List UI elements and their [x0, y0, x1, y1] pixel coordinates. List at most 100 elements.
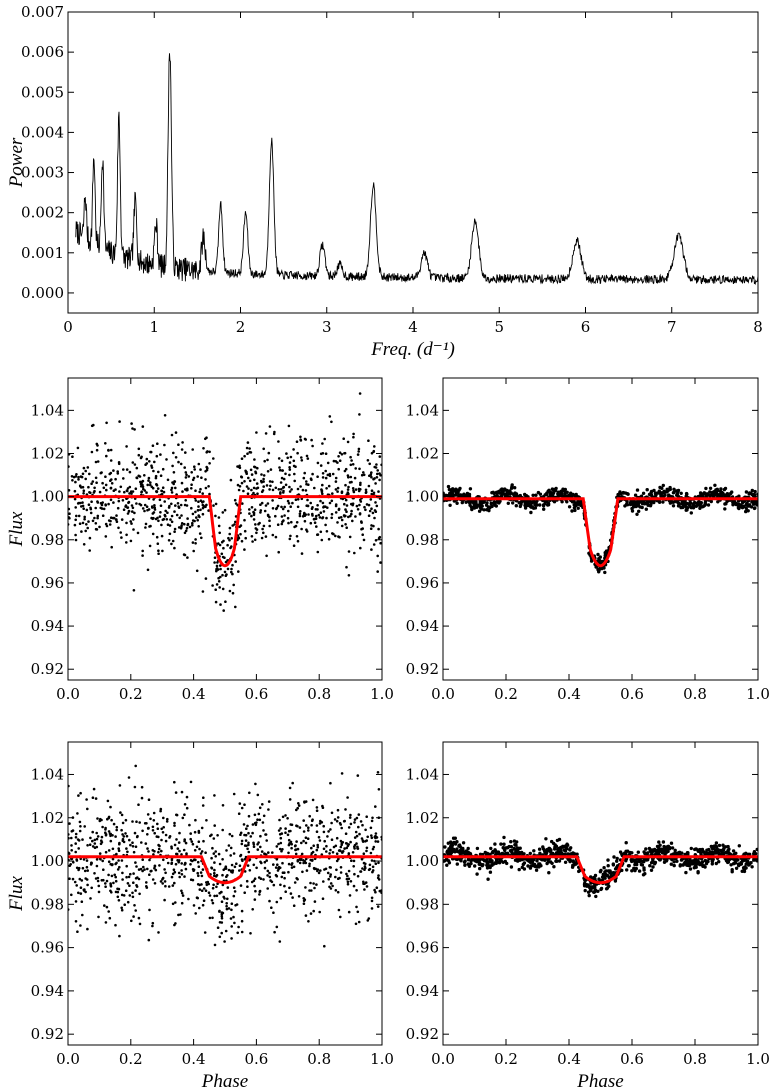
flux-point	[316, 868, 320, 871]
flux-point	[344, 508, 347, 511]
flux-point	[281, 520, 284, 524]
flux-point	[93, 516, 96, 520]
flux-point	[634, 866, 638, 871]
flux-point	[577, 500, 581, 504]
flux-point	[717, 851, 721, 856]
flux-point	[378, 478, 381, 482]
flux-point	[181, 894, 185, 897]
flux-point	[275, 925, 279, 929]
flux-point	[183, 863, 186, 866]
flux-point	[347, 826, 351, 829]
flux-point	[342, 437, 346, 441]
flux-point	[473, 859, 477, 863]
flux-point	[171, 539, 175, 543]
flux-point	[84, 469, 87, 473]
flux-point	[194, 499, 198, 502]
flux-point	[150, 464, 153, 468]
flux-point	[512, 846, 516, 851]
flux-point	[523, 506, 528, 510]
flux-point	[221, 587, 225, 591]
flux-point	[192, 869, 195, 872]
flux-point	[176, 502, 180, 505]
flux-point	[322, 880, 325, 883]
flux-point	[197, 462, 201, 466]
flux-point	[349, 514, 352, 518]
flux-point	[334, 844, 338, 848]
flux-point	[129, 539, 133, 543]
flux-point	[173, 923, 176, 927]
flux-point	[649, 868, 654, 872]
flux-point	[178, 849, 181, 853]
flux-point	[243, 870, 247, 873]
flux-point	[374, 466, 378, 469]
flux-point	[211, 584, 214, 587]
flux-point	[377, 874, 380, 877]
flux-point	[204, 851, 207, 854]
flux-point	[247, 843, 250, 847]
flux-point	[265, 554, 268, 558]
flux-point	[369, 473, 373, 477]
flux-point	[170, 520, 174, 524]
flux-point	[200, 850, 204, 853]
flux-point	[147, 798, 151, 801]
flux-point	[250, 514, 253, 518]
flux-point	[266, 869, 270, 873]
flux-point	[278, 833, 282, 836]
flux-point	[109, 889, 112, 893]
flux-point	[506, 501, 510, 505]
flux-point	[154, 868, 158, 872]
flux-point	[173, 780, 176, 784]
flux-point	[214, 502, 218, 506]
flux-point	[78, 829, 82, 833]
flux-point	[294, 465, 297, 469]
flux-point	[636, 850, 640, 854]
flux-point	[345, 877, 349, 881]
flux-point	[232, 894, 236, 898]
flux-point	[319, 511, 323, 514]
flux-point	[91, 830, 94, 834]
y-tick-label: 0.94	[406, 982, 439, 1000]
x-tick-label: 4	[408, 318, 418, 336]
flux-point	[145, 822, 148, 825]
flux-point	[563, 849, 568, 853]
flux-point	[700, 505, 705, 509]
flux-point	[755, 501, 758, 505]
flux-point	[248, 479, 252, 483]
flux-point	[262, 474, 266, 477]
flux-point	[186, 523, 189, 527]
plot-frame	[442, 741, 759, 1046]
flux-point	[677, 852, 682, 856]
flux-point	[290, 520, 293, 524]
flux-point	[710, 862, 714, 866]
flux-point	[82, 543, 86, 546]
flux-point	[305, 824, 308, 827]
flux-point	[114, 835, 117, 838]
flux-point	[122, 894, 126, 897]
flux-point	[135, 865, 138, 868]
flux-point	[96, 514, 100, 518]
flux-point	[168, 524, 172, 527]
flux-point	[753, 506, 757, 510]
flux-point	[356, 508, 360, 511]
flux-point	[226, 886, 230, 889]
flux-point	[98, 525, 101, 529]
flux-point	[647, 492, 652, 497]
flux-point	[661, 500, 665, 504]
flux-point	[268, 899, 271, 903]
flux-point	[143, 503, 147, 507]
flux-point	[282, 489, 285, 493]
flux-point	[478, 866, 482, 871]
flux-point	[108, 916, 112, 920]
y-tick-label: 1.00	[406, 852, 439, 870]
flux-point	[260, 501, 264, 505]
flux-point	[158, 515, 162, 518]
flux-point	[347, 910, 351, 914]
flux-point	[231, 572, 234, 576]
flux-point	[296, 451, 299, 455]
flux-point	[122, 477, 125, 480]
y-tick-label: 0.98	[31, 895, 64, 913]
flux-point	[377, 788, 381, 791]
flux-point	[262, 531, 265, 535]
flux-point	[288, 798, 292, 801]
flux-point	[328, 852, 331, 855]
